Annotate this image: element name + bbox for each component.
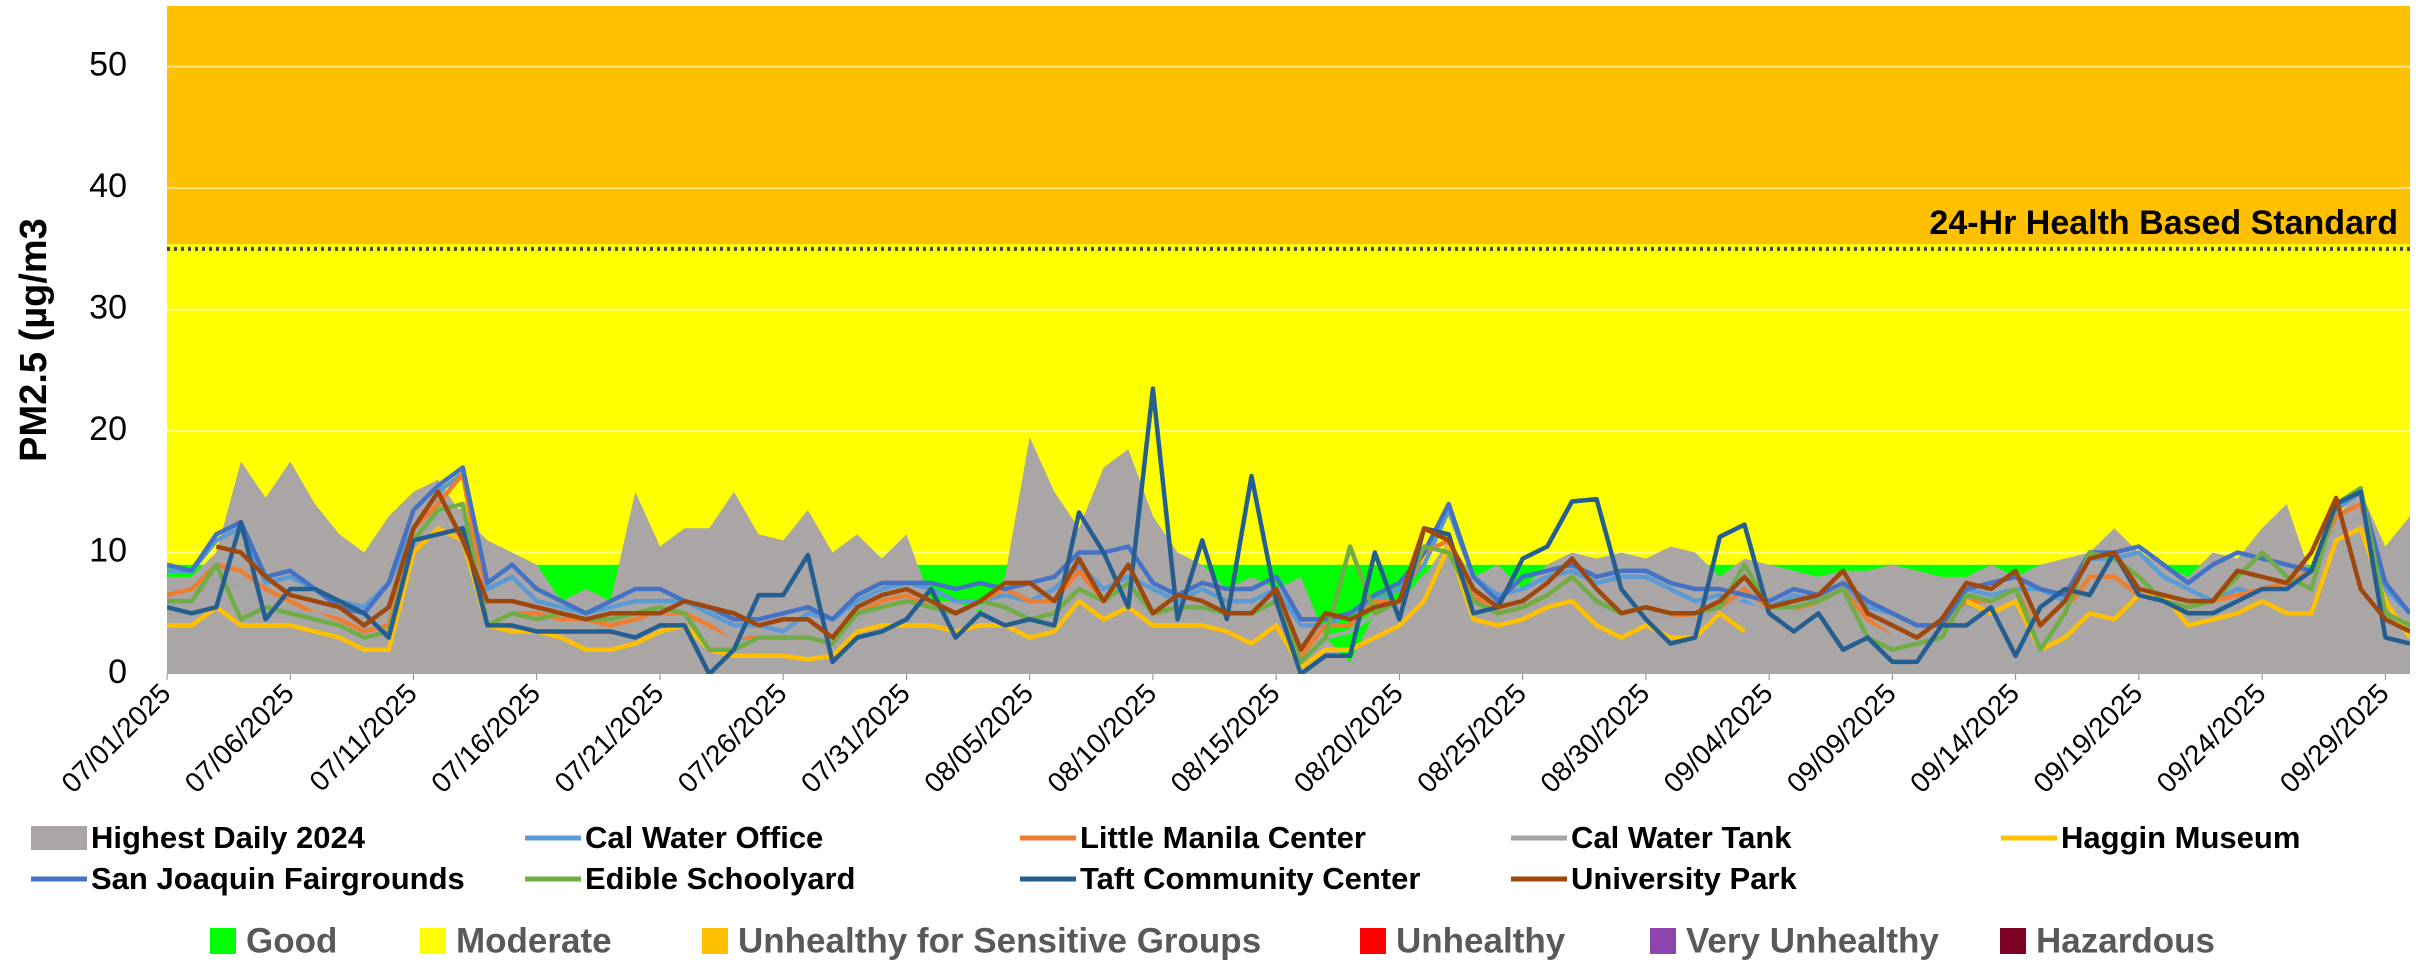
- y-tick-label: 0: [108, 653, 127, 691]
- x-tick-label: 07/26/2025: [672, 678, 793, 799]
- y-tick-label: 40: [89, 167, 127, 205]
- legend-label: Taft Community Center: [1080, 861, 1420, 896]
- legend-swatch: [31, 826, 87, 850]
- x-tick-label: 09/14/2025: [1904, 678, 2025, 799]
- y-tick-label: 20: [89, 410, 127, 448]
- legend-label: Cal Water Office: [585, 820, 823, 855]
- legend-label: Cal Water Tank: [1571, 820, 1792, 855]
- line-series: [167, 465, 2410, 628]
- plot-area: [167, 0, 2410, 674]
- band-legend-label: Unhealthy for Sensitive Groups: [738, 921, 1261, 960]
- y-axis-label: PM2.5 (µg/m3: [13, 218, 55, 462]
- legend-label: Highest Daily 2024: [91, 820, 366, 855]
- legend-label: Haggin Museum: [2061, 820, 2300, 855]
- band-legend-label: Moderate: [456, 921, 612, 960]
- x-tick-label: 09/19/2025: [2027, 678, 2148, 799]
- x-tick-label: 09/29/2025: [2274, 678, 2395, 799]
- x-tick-label: 08/05/2025: [918, 678, 1039, 799]
- x-tick-label: 08/30/2025: [1534, 678, 1655, 799]
- x-tick-label: 07/01/2025: [55, 678, 176, 799]
- x-tick-label: 09/04/2025: [1658, 678, 1779, 799]
- x-tick-label: 07/06/2025: [179, 678, 300, 799]
- y-tick-label: 10: [89, 532, 127, 570]
- band-legend-swatch: [210, 928, 236, 954]
- band-legend-swatch: [2000, 928, 2026, 954]
- band-legend-swatch: [1650, 928, 1676, 954]
- standard-label: 24-Hr Health Based Standard: [1929, 204, 2398, 242]
- x-tick-label: 08/25/2025: [1411, 678, 1532, 799]
- legend-label: Little Manila Center: [1080, 820, 1366, 855]
- band-legend-label: Unhealthy: [1396, 921, 1566, 960]
- aqi-band: [167, 0, 2410, 1]
- band-legend-label: Very Unhealthy: [1686, 921, 1939, 960]
- aqi-band: [167, 244, 2410, 565]
- y-tick-label: 30: [89, 289, 127, 327]
- band-legend-swatch: [1360, 928, 1386, 954]
- legend-label: University Park: [1571, 861, 1797, 896]
- x-tick-label: 08/10/2025: [1041, 678, 1162, 799]
- x-tick-label: 07/21/2025: [548, 678, 669, 799]
- y-tick-label: 50: [89, 46, 127, 84]
- line-series: [215, 489, 2410, 652]
- x-tick-label: 07/16/2025: [425, 678, 546, 799]
- legend-label: San Joaquin Fairgrounds: [91, 861, 465, 896]
- x-tick-label: 09/09/2025: [1781, 678, 1902, 799]
- x-tick-label: 07/11/2025: [303, 678, 423, 798]
- band-legend-swatch: [702, 928, 728, 954]
- band-legend-swatch: [420, 928, 446, 954]
- x-tick-label: 08/20/2025: [1288, 678, 1409, 799]
- legend-label: Edible Schoolyard: [585, 861, 855, 896]
- x-tick-label: 07/31/2025: [795, 678, 916, 799]
- x-tick-label: 09/24/2025: [2151, 678, 2272, 799]
- x-tick-label: 08/15/2025: [1165, 678, 1286, 799]
- band-legend-label: Good: [246, 921, 337, 960]
- band-legend-label: Hazardous: [2036, 921, 2215, 960]
- aqi-band: [167, 6, 2410, 245]
